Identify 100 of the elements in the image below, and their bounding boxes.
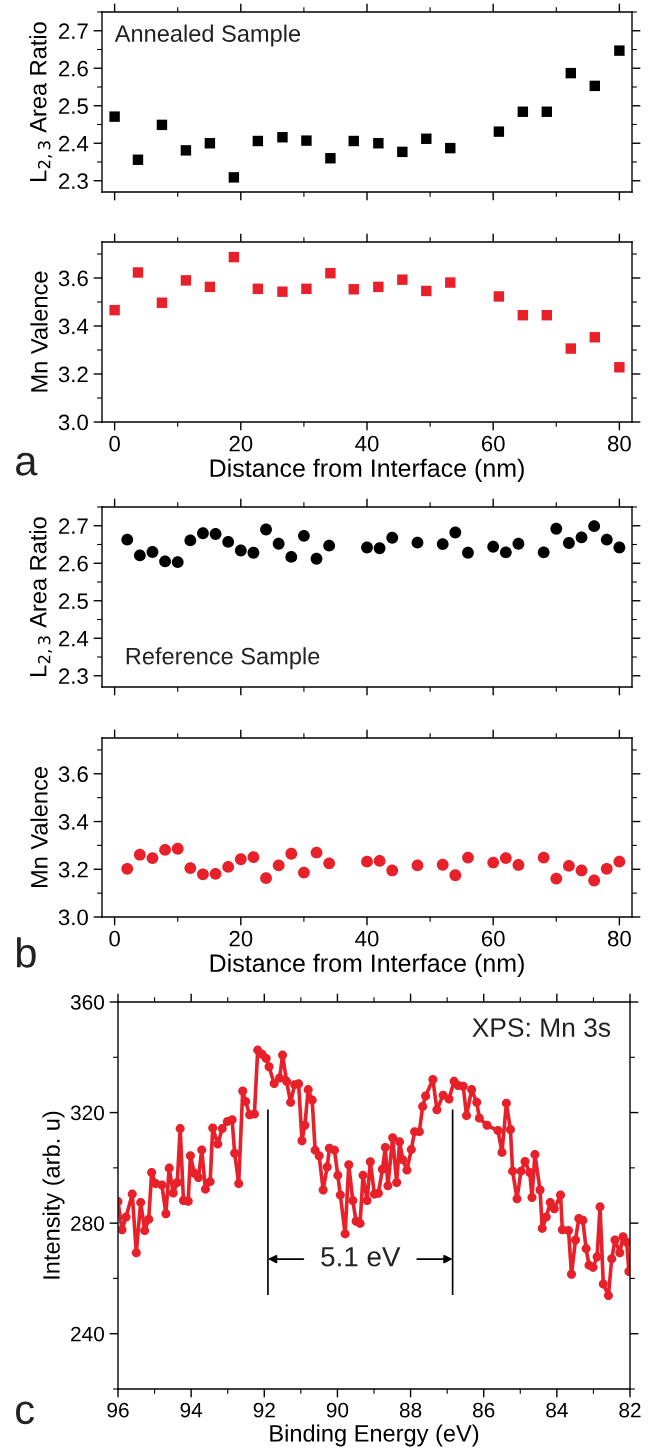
y-tick-label: 2.6 — [59, 555, 88, 572]
x-tick-label: 86 — [473, 1402, 495, 1418]
point — [373, 138, 384, 149]
point — [197, 527, 209, 540]
y-tick-label: 2.4 — [59, 630, 89, 647]
y-axis-title: L$_{2,3}$ Area Ratio — [29, 517, 53, 676]
point — [600, 533, 613, 546]
y-tick-label: 2.5 — [59, 98, 88, 115]
point — [325, 267, 336, 279]
point — [449, 869, 462, 882]
point — [298, 529, 310, 542]
x-tick-label: 90 — [326, 1402, 349, 1418]
point — [146, 546, 159, 558]
point — [260, 872, 272, 884]
point — [512, 537, 525, 550]
point — [325, 153, 336, 164]
y-tick-label: 2.3 — [59, 173, 88, 190]
point — [421, 285, 432, 297]
point — [159, 844, 171, 856]
point — [600, 862, 613, 875]
point — [614, 45, 625, 56]
y-tick-label: 3.2 — [58, 861, 88, 878]
x-tick-label: 84 — [546, 1402, 568, 1418]
y-tick-label: 2.7 — [59, 23, 88, 39]
point — [146, 852, 159, 864]
x-tick-label: 60 — [481, 435, 505, 452]
point — [588, 520, 601, 533]
point — [550, 522, 563, 535]
y-tick-label: 2.7 — [59, 518, 88, 534]
point — [133, 848, 146, 861]
point — [348, 284, 359, 295]
point — [386, 864, 399, 877]
point — [575, 864, 588, 877]
point — [517, 309, 529, 321]
point — [277, 286, 288, 297]
point — [234, 853, 247, 866]
point — [348, 135, 359, 147]
point — [310, 846, 323, 859]
point — [373, 542, 386, 555]
y-tick-label: 2.6 — [59, 60, 88, 77]
point — [260, 523, 272, 536]
point — [537, 546, 550, 559]
point — [180, 275, 192, 286]
y-axis-title: Mn Valence — [30, 271, 48, 392]
point — [209, 528, 222, 540]
annotation: Annealed Sample — [114, 24, 301, 47]
text: c — [16, 1401, 35, 1425]
y-tick-label: 3.0 — [58, 909, 88, 926]
point — [247, 851, 260, 863]
point — [565, 343, 577, 354]
point — [252, 135, 264, 147]
x-tick-label: 96 — [107, 1402, 129, 1418]
point — [397, 274, 408, 285]
point — [613, 855, 626, 868]
point — [517, 106, 529, 117]
point — [252, 283, 264, 295]
y-tick-label: 3.4 — [58, 814, 89, 830]
point — [411, 859, 424, 872]
point — [487, 856, 500, 869]
point — [310, 552, 323, 565]
point — [589, 80, 600, 92]
x-tick-label: 40 — [355, 930, 379, 947]
point — [411, 536, 424, 549]
y-axis-title: L$_{2,3}$ Area Ratio — [29, 22, 53, 181]
point — [537, 851, 550, 864]
point — [445, 142, 456, 154]
point — [462, 546, 474, 559]
point — [184, 862, 197, 874]
point — [499, 546, 512, 559]
y-tick-label: 2.5 — [59, 593, 88, 610]
point — [277, 132, 288, 143]
point — [156, 119, 168, 131]
y-tick-label: 3.6 — [58, 270, 88, 287]
point — [285, 550, 298, 563]
x-tick-label: 92 — [253, 1402, 275, 1418]
point — [301, 135, 312, 146]
point — [487, 540, 500, 553]
x-axis-title: Binding Energy (eV) — [270, 1424, 479, 1447]
point — [204, 138, 216, 149]
point — [589, 332, 600, 343]
point — [247, 546, 260, 559]
point — [493, 126, 505, 137]
x-tick-label: 20 — [229, 930, 253, 947]
y-tick-label: 320 — [70, 1105, 104, 1121]
point — [171, 556, 184, 569]
point — [222, 860, 235, 873]
y-tick-label: 3.0 — [58, 414, 88, 431]
point — [397, 146, 408, 158]
point — [575, 531, 588, 544]
text: b — [16, 937, 36, 968]
point — [222, 535, 235, 548]
point — [197, 868, 209, 881]
point — [445, 277, 456, 288]
point — [301, 283, 312, 295]
point — [109, 111, 120, 122]
y-tick-label: 2.4 — [59, 135, 89, 152]
x-tick-label: 40 — [355, 435, 379, 452]
x-tick-label: 80 — [607, 435, 631, 452]
y-tick-label: 240 — [71, 1326, 104, 1342]
point — [373, 281, 384, 293]
